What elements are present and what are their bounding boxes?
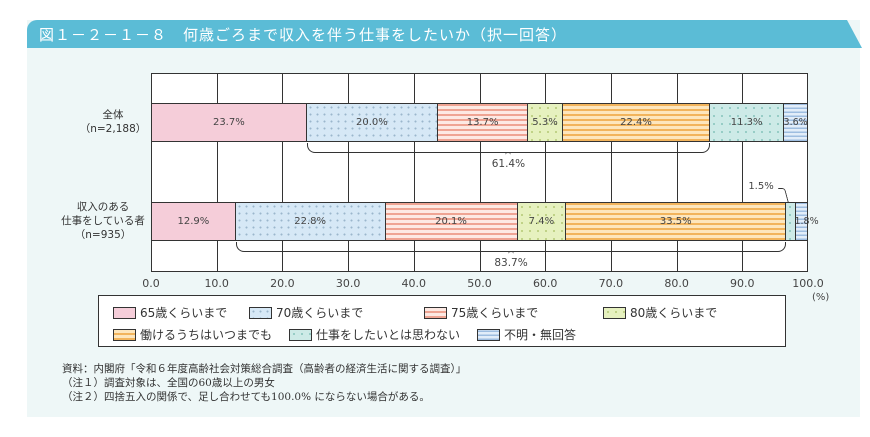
- legend-swatch-icon: [113, 328, 136, 341]
- gridline: [479, 74, 481, 271]
- x-tick-label: 100.0: [792, 277, 824, 290]
- legend-label: 80歳くらいまで: [630, 306, 718, 320]
- legend-label: 不明・無回答: [504, 328, 577, 342]
- legend-swatch-icon: [289, 328, 312, 341]
- x-tick-label: 90.0: [730, 277, 755, 290]
- callout-label: 1.5%: [748, 181, 774, 192]
- segment-value-label: 20.1%: [435, 216, 467, 227]
- category-label-line: 収入のある: [76, 201, 130, 213]
- category-label-line: 仕事をしている者: [61, 215, 145, 227]
- bar-segment: 22.4%: [562, 104, 711, 141]
- legend-item: 不明・無回答: [477, 326, 576, 343]
- bar-segment: 20.1%: [385, 203, 518, 240]
- legend-item: 働けるうちはいつまでも: [113, 326, 272, 343]
- note-1: （注１）調査対象は、全国の60歳以上の男女: [62, 377, 275, 389]
- segment-value-label: 22.4%: [620, 117, 652, 128]
- source-note: 資料：内閣府「令和６年度高齢社会対策総合調査（高齢者の経済生活に関する調査）」: [62, 363, 467, 375]
- bracket-sum-label: 61.4%: [491, 158, 526, 170]
- legend-item: 75歳くらいまで: [424, 304, 538, 321]
- bar-segment: 11.3%: [710, 104, 785, 141]
- legend-item: 80歳くらいまで: [603, 304, 717, 321]
- gridline: [282, 74, 284, 271]
- notes: 資料：内閣府「令和６年度高齢社会対策総合調査（高齢者の経済生活に関する調査）」 …: [62, 362, 466, 404]
- segment-value-label: 7.4%: [528, 216, 555, 227]
- bar-segment: 33.5%: [566, 203, 787, 240]
- stacked-bar: 12.9% 22.8% 20.1% 7.4% 33.5% 1.8%: [151, 202, 819, 241]
- category-label-line: （n=2,188）: [79, 123, 147, 135]
- legend-item: 65歳くらいまで: [113, 304, 227, 321]
- bar-segment: 23.7%: [151, 104, 307, 141]
- segment-value-label: 12.9%: [177, 216, 210, 227]
- legend-swatch-icon: [424, 306, 447, 319]
- bracket-notch: [505, 152, 512, 158]
- bar-segment: 12.9%: [151, 203, 236, 240]
- legend-swatch-icon: [603, 306, 626, 319]
- x-tick-label: 60.0: [532, 277, 558, 290]
- bar-segment: 3.6%: [784, 104, 808, 141]
- legend-item: 仕事をしたいとは思わない: [289, 326, 460, 343]
- gridline: [216, 74, 218, 271]
- x-tick-label: 40.0: [401, 277, 427, 290]
- figure-title: 図１－２－１－８ 何歳ごろまで収入を伴う仕事をしたいか（択一回答）: [39, 26, 568, 44]
- bar-segment: 1.8%: [794, 203, 819, 240]
- segment-value-label: 33.5%: [659, 216, 692, 227]
- gridline: [676, 74, 678, 271]
- x-tick-label: 70.0: [598, 277, 624, 290]
- x-tick-label: 0.0: [142, 277, 160, 290]
- legend: 65歳くらいまで 70歳くらいまで 75歳くらいまで 80歳くらいまで働けるうちはいつ…: [98, 295, 786, 347]
- category-label-all: 全体 （n=2,188）: [78, 108, 148, 136]
- x-axis-unit: (%): [812, 292, 830, 303]
- gridline: [413, 74, 415, 271]
- bar-segment: 20.0%: [306, 104, 439, 141]
- bar-segment: 7.4%: [517, 203, 567, 240]
- legend-label: 働けるうちはいつまでも: [140, 328, 273, 342]
- x-tick-label: 10.0: [204, 277, 229, 290]
- legend-label: 75歳くらいまで: [451, 306, 539, 320]
- legend-swatch-icon: [477, 328, 500, 341]
- category-label-working: 収入のある 仕事をしている者 （n=935）: [55, 200, 151, 242]
- category-label-line: （n=935）: [74, 229, 132, 241]
- bracket-sum-label: 83.7%: [494, 257, 528, 269]
- segment-value-label: 5.3%: [532, 117, 558, 128]
- legend-swatch-icon: [113, 306, 136, 319]
- bar-segment: 22.8%: [235, 203, 386, 240]
- legend-item: 70歳くらいまで: [249, 304, 363, 321]
- legend-label: 仕事をしたいとは思わない: [316, 328, 461, 342]
- x-tick-label: 30.0: [335, 277, 361, 290]
- legend-swatch-icon: [249, 306, 272, 319]
- x-tick-label: 20.0: [270, 277, 295, 290]
- segment-value-label: 22.8%: [294, 216, 327, 227]
- segment-value-label: 1.8%: [794, 216, 819, 227]
- bar-segment: [786, 203, 797, 240]
- gridline: [742, 74, 744, 271]
- bar-segment: 13.7%: [438, 104, 529, 141]
- segment-value-label: 3.6%: [783, 117, 808, 128]
- segment-value-label: 13.7%: [466, 117, 499, 128]
- note-2: （注２）四捨五入の関係で、足し合わせても100.0% にならない場合がある。: [62, 391, 430, 403]
- gridline: [348, 74, 350, 271]
- legend-label: 70歳くらいまで: [276, 306, 364, 320]
- gridline: [545, 74, 547, 271]
- bar-segment: 5.3%: [528, 104, 563, 141]
- x-tick-label: 50.0: [467, 277, 492, 290]
- segment-value-label: 11.3%: [730, 117, 763, 128]
- category-label-line: 全体: [102, 109, 124, 121]
- bracket-notch: [508, 251, 515, 257]
- segment-value-label: 20.0%: [356, 117, 388, 128]
- legend-label: 65歳くらいまで: [140, 306, 228, 320]
- gridline: [610, 74, 612, 271]
- segment-value-label: 23.7%: [212, 117, 245, 128]
- stacked-bar: 23.7% 20.0% 13.7% 5.3% 22.4% 11.3% 3.6%: [151, 103, 808, 142]
- figure-header: 図１－２－１－８ 何歳ごろまで収入を伴う仕事をしたいか（択一回答）: [27, 20, 862, 48]
- x-tick-label: 80.0: [664, 277, 689, 290]
